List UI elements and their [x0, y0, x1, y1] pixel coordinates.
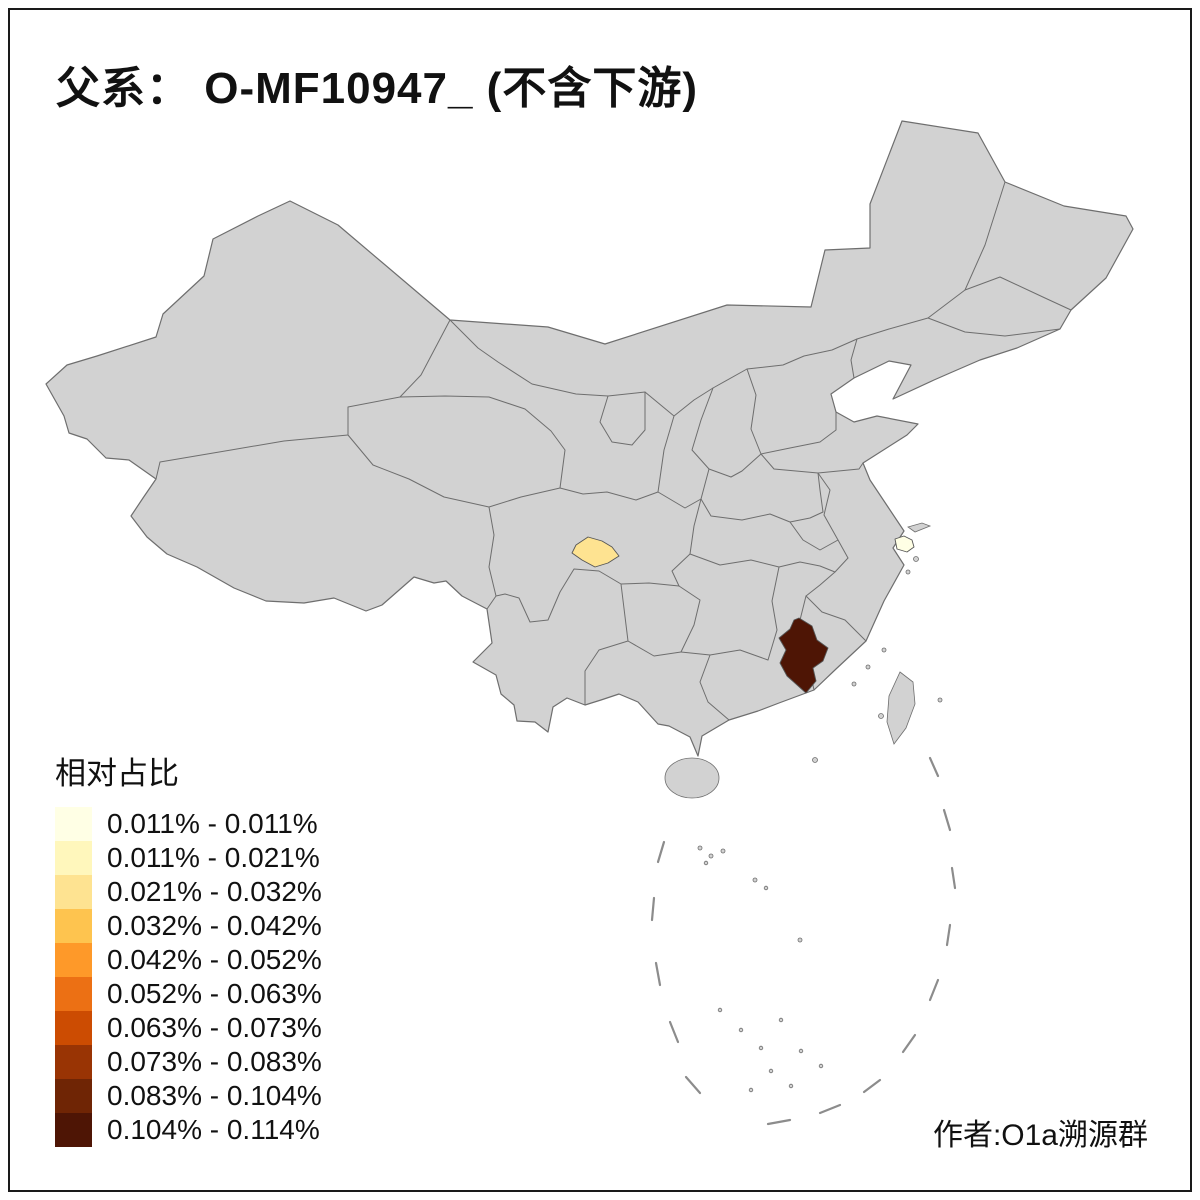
taiwan-island — [886, 671, 916, 745]
legend-label: 0.083% - 0.104% — [107, 1080, 322, 1111]
highlighted-regions — [571, 535, 915, 694]
legend-swatch — [55, 909, 92, 943]
legend-row: 0.063% - 0.073% — [55, 1011, 322, 1045]
legend-swatch — [55, 977, 92, 1011]
legend: 相对占比 0.011% - 0.011% 0.011% - 0.021% 0.0… — [55, 748, 322, 1147]
legend-label: 0.032% - 0.042% — [107, 910, 322, 941]
south-china-sea-islets — [697, 556, 943, 1093]
legend-label: 0.011% - 0.021% — [107, 842, 320, 873]
legend-row: 0.083% - 0.104% — [55, 1079, 322, 1113]
legend-swatch — [55, 1079, 92, 1113]
legend-swatch — [55, 807, 92, 841]
page-title: 父系： O-MF10947_ (不含下游) — [56, 64, 698, 113]
islands — [664, 522, 932, 799]
legend-row: 0.073% - 0.083% — [55, 1045, 322, 1079]
legend-row: 0.052% - 0.063% — [55, 977, 322, 1011]
nine-dash-line — [650, 756, 957, 1126]
legend-row: 0.021% - 0.032% — [55, 875, 322, 909]
author-credit: 作者:O1a溯源群 — [932, 1119, 1148, 1152]
southeast-highlight — [778, 617, 829, 694]
legend-label: 0.042% - 0.052% — [107, 944, 322, 975]
legend-row: 0.042% - 0.052% — [55, 943, 322, 977]
china-mainland — [45, 120, 1134, 757]
legend-row: 0.104% - 0.114% — [55, 1113, 322, 1147]
legend-label: 0.063% - 0.073% — [107, 1012, 322, 1043]
legend-row: 0.011% - 0.011% — [55, 807, 322, 841]
legend-label: 0.073% - 0.083% — [107, 1046, 322, 1077]
legend-title: 相对占比 — [55, 756, 179, 791]
chongming-island — [907, 522, 932, 533]
legend-row: 0.011% - 0.021% — [55, 841, 322, 875]
legend-swatch — [55, 1045, 92, 1079]
legend-swatch — [55, 943, 92, 977]
legend-label: 0.052% - 0.063% — [107, 978, 322, 1009]
shanghai-highlight — [894, 535, 915, 553]
sichuan-highlight — [571, 536, 620, 568]
legend-swatch — [55, 875, 92, 909]
legend-label: 0.021% - 0.032% — [107, 876, 322, 907]
legend-swatch — [55, 841, 92, 875]
legend-label: 0.104% - 0.114% — [107, 1114, 320, 1145]
legend-swatch — [55, 1011, 92, 1045]
legend-row: 0.032% - 0.042% — [55, 909, 322, 943]
legend-label: 0.011% - 0.011% — [107, 808, 318, 839]
province-borders — [155, 181, 1072, 721]
hainan-island — [664, 757, 720, 799]
legend-swatch — [55, 1113, 92, 1147]
